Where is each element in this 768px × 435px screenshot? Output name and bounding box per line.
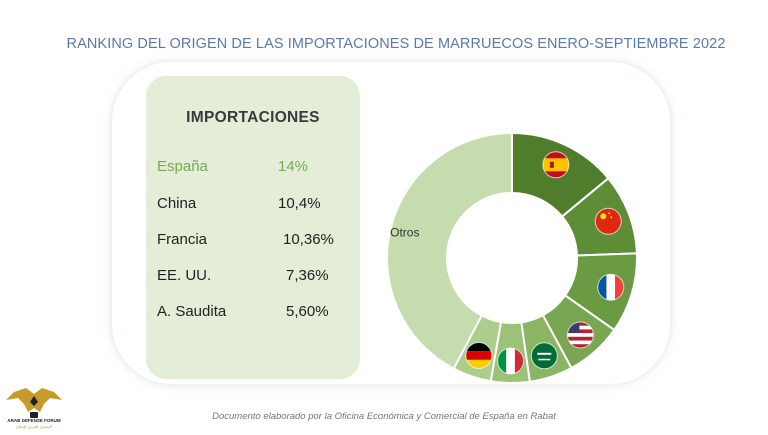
country-label: A. Saudita bbox=[157, 303, 227, 320]
saudi-arabia-flag bbox=[530, 342, 558, 370]
usa-flag bbox=[566, 321, 594, 349]
country-label: EE. UU. bbox=[157, 267, 212, 284]
percent-value: 14% bbox=[278, 158, 309, 175]
percent-value: 7,36% bbox=[286, 267, 329, 284]
imports-panel: IMPORTACIONES España 14% China 10,4% Fra… bbox=[146, 76, 360, 379]
china-flag bbox=[594, 207, 622, 235]
percent-value: 10,4% bbox=[278, 195, 321, 212]
country-label: Francia bbox=[157, 231, 208, 248]
country-label: China bbox=[157, 195, 197, 212]
segment-label: Otros bbox=[390, 225, 419, 239]
france-flag bbox=[597, 273, 625, 301]
donut-segment bbox=[386, 131, 513, 370]
watermark-logo: ARAB DEFENSE FORUM المنتدى العربي للدفاع bbox=[4, 386, 64, 432]
logo-subtext: المنتدى العربي للدفاع bbox=[16, 424, 52, 429]
italy-flag bbox=[497, 347, 525, 375]
percent-value: 10,36% bbox=[283, 231, 334, 248]
country-label: España bbox=[157, 158, 208, 175]
germany-flag bbox=[465, 342, 493, 370]
chart-title: RANKING DEL ORIGEN DE LAS IMPORTACIONES … bbox=[66, 36, 726, 52]
source-footer: Documento elaborado por la Oficina Econó… bbox=[212, 411, 556, 422]
logo-text: ARAB DEFENSE FORUM bbox=[7, 418, 61, 423]
spain-flag bbox=[542, 151, 570, 179]
percent-value: 5,60% bbox=[286, 303, 329, 320]
panel-heading: IMPORTACIONES bbox=[186, 109, 320, 126]
eagle-icon bbox=[6, 388, 62, 418]
